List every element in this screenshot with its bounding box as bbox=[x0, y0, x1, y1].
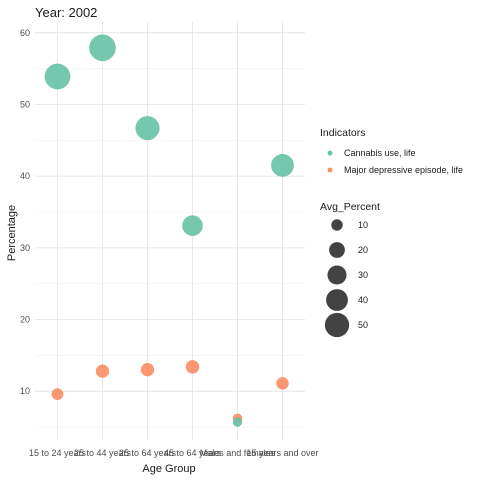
legend-size-label: 10 bbox=[358, 220, 368, 230]
legend-color-key bbox=[327, 150, 333, 156]
point-major-depressive-episode bbox=[185, 360, 200, 374]
point-major-depressive-episode bbox=[140, 363, 155, 377]
y-tick-label: 10 bbox=[20, 386, 30, 396]
x-axis-title: Age Group bbox=[142, 463, 195, 475]
size-legend-title: Avg_Percent bbox=[320, 201, 380, 213]
data-points bbox=[44, 34, 294, 427]
y-tick-label: 50 bbox=[20, 99, 30, 109]
point-major-depressive-episode bbox=[95, 364, 110, 378]
point-cannabis-use bbox=[232, 417, 243, 427]
y-axis-ticks: 10 20 30 40 50 60 bbox=[20, 28, 30, 396]
legend-size-label: 30 bbox=[358, 270, 368, 280]
legend-size-label: 20 bbox=[358, 245, 368, 255]
legend-size-key bbox=[329, 242, 345, 258]
point-cannabis-use bbox=[135, 116, 160, 141]
size-legend-items: 10 20 30 40 50 bbox=[324, 219, 368, 338]
y-tick-label: 40 bbox=[20, 171, 30, 181]
point-major-depressive-episode bbox=[276, 377, 289, 390]
legend-size-label: 40 bbox=[358, 295, 368, 305]
legend-color-label: Cannabis use, life bbox=[344, 148, 416, 158]
x-tick-label: 45 to 64 years bbox=[164, 448, 222, 458]
legend: Indicators Cannabis use, life Major depre… bbox=[320, 127, 463, 338]
x-tick-label: 15 to 24 years bbox=[29, 448, 87, 458]
legend-color-key bbox=[327, 167, 333, 173]
point-cannabis-use bbox=[44, 63, 71, 90]
legend-size-key bbox=[327, 265, 347, 285]
legend-size-key bbox=[324, 312, 350, 338]
legend-size-key bbox=[326, 289, 348, 311]
x-tick-label: Males and females bbox=[200, 448, 276, 458]
x-tick-label: 15 years and over bbox=[246, 448, 318, 458]
y-tick-label: 60 bbox=[20, 28, 30, 38]
color-legend-items: Cannabis use, life Major depressive episo… bbox=[327, 148, 463, 175]
point-cannabis-use bbox=[89, 34, 116, 62]
legend-color-label: Major depressive episode, life bbox=[344, 165, 463, 175]
point-major-depressive-episode bbox=[51, 388, 64, 400]
chart-title: Year: 2002 bbox=[35, 5, 97, 20]
color-legend-title: Indicators bbox=[320, 127, 366, 139]
y-axis-title: Percentage bbox=[6, 205, 18, 261]
legend-size-key bbox=[331, 219, 343, 231]
grid-lines bbox=[35, 22, 305, 440]
x-tick-label: 25 to 44 years bbox=[74, 448, 132, 458]
point-cannabis-use bbox=[182, 215, 203, 236]
x-tick-label: 25 to 64 years bbox=[119, 448, 177, 458]
y-tick-label: 20 bbox=[20, 315, 30, 325]
y-tick-label: 30 bbox=[20, 243, 30, 253]
point-cannabis-use bbox=[271, 154, 294, 177]
legend-size-label: 50 bbox=[358, 320, 368, 330]
